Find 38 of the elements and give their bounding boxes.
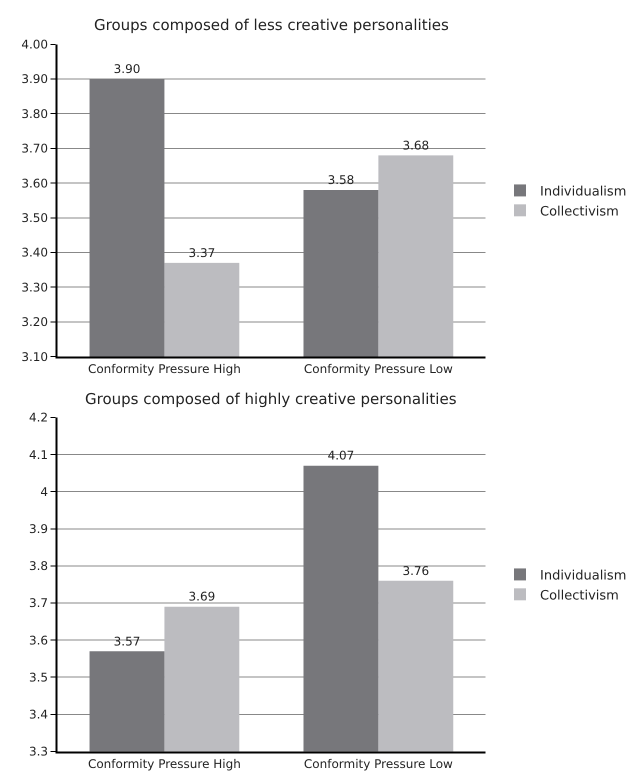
x-tick-label: Conformity Pressure High	[88, 756, 241, 771]
chart-title: Groups composed of less creative personalities	[94, 16, 449, 34]
data-label: 3.90	[114, 62, 140, 76]
legend-label: Collectivism	[540, 204, 619, 220]
y-tick-label: 3.50	[21, 211, 48, 226]
y-tick-label: 3.20	[21, 315, 48, 330]
y-tick-label: 4.1	[28, 448, 48, 462]
y-tick-label: 4.00	[21, 38, 48, 52]
y-tick-label: 3.40	[21, 246, 48, 260]
chart-title: Groups composed of highly creative personalities	[85, 390, 457, 408]
y-tick-label: 3.80	[21, 106, 48, 121]
y-tick-label: 3.10	[21, 350, 48, 364]
y-tick-label: 3.60	[21, 176, 48, 190]
data-label: 3.57	[114, 634, 140, 648]
y-tick-label: 3.5	[28, 670, 48, 684]
y-tick-label: 3.9	[28, 522, 48, 536]
y-tick-label: 3.7	[28, 596, 48, 610]
y-tick-label: 3.6	[28, 633, 48, 648]
legend-label: Collectivism	[540, 588, 619, 604]
y-tick-label: 4.2	[28, 410, 48, 425]
y-tick-label: 3.4	[28, 708, 48, 722]
y-tick-label: 3.3	[28, 744, 48, 759]
data-label: 3.69	[188, 590, 216, 604]
x-tick-label: Conformity Pressure High	[88, 362, 241, 376]
y-tick-label: 3.8	[28, 559, 48, 574]
x-tick-label: Conformity Pressure Low	[304, 756, 454, 771]
y-tick-label: 4	[40, 484, 48, 499]
y-tick-label: 3.30	[21, 280, 48, 294]
data-label: 4.07	[328, 448, 354, 463]
legend-label: Individualism	[540, 184, 626, 200]
data-label: 3.58	[328, 173, 354, 188]
data-label: 3.68	[402, 138, 430, 152]
y-tick-label: 3.90	[21, 72, 48, 86]
y-tick-label: 3.70	[21, 142, 48, 156]
x-tick-label: Conformity Pressure Low	[304, 362, 454, 376]
data-label: 3.37	[188, 246, 216, 260]
data-label: 3.76	[402, 564, 430, 578]
legend-label: Individualism	[540, 568, 626, 584]
